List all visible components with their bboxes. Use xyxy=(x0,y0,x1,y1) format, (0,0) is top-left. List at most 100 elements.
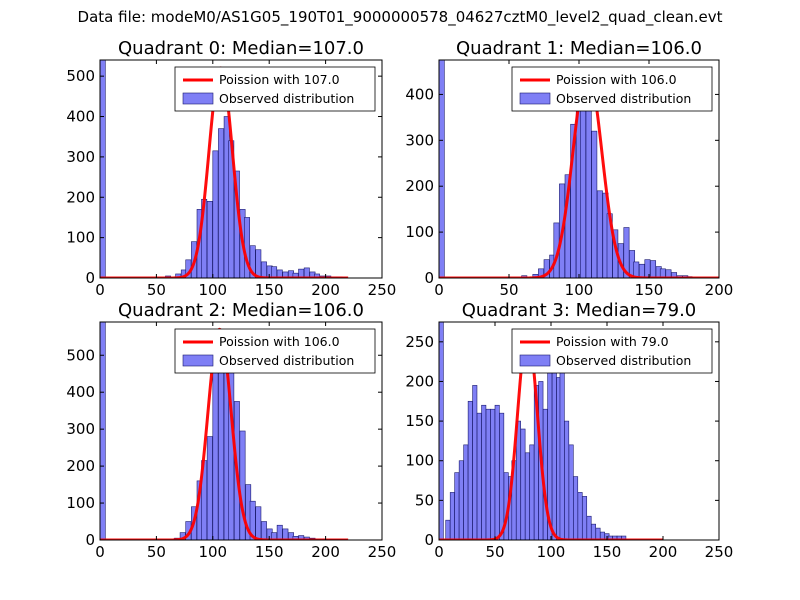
histogram-bar xyxy=(206,436,213,540)
quadrant-title: Quadrant 1: Median=106.0 xyxy=(456,38,702,59)
y-tick-label: 100 xyxy=(66,494,95,512)
y-tick-label: 300 xyxy=(66,420,95,438)
histogram-bar xyxy=(494,404,500,540)
y-tick-label: 200 xyxy=(66,188,95,206)
legend-bar-label: Observed distribution xyxy=(556,353,691,368)
legend-bar-swatch xyxy=(519,92,551,105)
legend: Poission with 106.0 Observed distribution xyxy=(511,66,713,112)
histogram-bar xyxy=(445,519,451,540)
histogram-bar xyxy=(591,130,598,278)
histogram-bar xyxy=(529,444,535,540)
x-tick-label: 250 xyxy=(705,543,734,561)
y-tick-label: 0 xyxy=(85,269,95,287)
x-tick-label: 100 xyxy=(198,543,227,561)
histogram-bar xyxy=(596,190,603,278)
figure-title: Data file: modeM0/AS1G05_190T01_90000005… xyxy=(77,8,723,26)
histogram-bar xyxy=(282,528,289,540)
x-tick-label: 150 xyxy=(635,281,664,299)
quadrant-0-panel: 0 50 100 150 200 250 0 100 200 300 400 500 Quadrant … xyxy=(66,38,396,299)
histogram-bar xyxy=(249,500,256,540)
histogram-bar xyxy=(276,524,283,540)
x-tick-label: 150 xyxy=(255,543,284,561)
histogram-bar xyxy=(524,452,530,540)
quadrant-1-panel: 0 50 100 150 200 0 100 200 300 400 Quadrant 1: Med… xyxy=(405,38,733,299)
legend-bar-swatch xyxy=(519,354,551,367)
axes-frame xyxy=(99,59,383,279)
y-tick-label: 400 xyxy=(405,85,434,103)
histogram-bar xyxy=(261,521,267,540)
y-tick-label: 200 xyxy=(405,372,434,390)
y-tick-label: 100 xyxy=(66,229,95,247)
x-tick-label: 150 xyxy=(255,281,284,299)
x-tick-label: 150 xyxy=(593,543,622,561)
plot-area xyxy=(100,322,349,540)
y-tick-label: 150 xyxy=(405,412,434,430)
y-tick-label: 100 xyxy=(405,452,434,470)
quadrant-title: Quadrant 0: Median=107.0 xyxy=(118,38,364,59)
legend-curve-label: Poission with 79.0 xyxy=(556,334,669,349)
histogram-bar xyxy=(255,249,262,278)
y-tick-label: 300 xyxy=(66,148,95,166)
x-tick-label: 0 xyxy=(434,543,444,561)
histogram-bar xyxy=(439,322,444,540)
y-tick-label: 400 xyxy=(66,108,95,126)
y-tick-label: 0 xyxy=(424,531,434,549)
histogram-bar xyxy=(212,369,219,540)
x-tick-label: 250 xyxy=(368,543,397,561)
quadrant-3-panel: 0 50 100 150 200 250 0 50 100 150 200 250 Quadrant 3… xyxy=(405,300,733,561)
histogram-bar xyxy=(439,60,445,278)
histogram-bar xyxy=(490,408,496,540)
x-tick-label: 50 xyxy=(499,281,518,299)
x-tick-label: 100 xyxy=(565,281,594,299)
histogram-bar xyxy=(595,527,601,540)
histogram-bar xyxy=(303,267,310,278)
y-tick-label: 200 xyxy=(405,177,434,195)
legend-curve-label: Poission with 107.0 xyxy=(219,72,340,87)
x-tick-label: 50 xyxy=(147,281,166,299)
quadrant-2-panel: 0 50 100 150 200 250 0 100 200 300 400 500 Quadrant … xyxy=(66,300,396,561)
histogram-bar xyxy=(218,128,225,278)
histogram-bar xyxy=(481,404,487,540)
y-tick-label: 400 xyxy=(66,383,95,401)
histogram-bar xyxy=(206,200,213,278)
histogram-bar xyxy=(485,408,491,540)
x-tick-label: 200 xyxy=(649,543,678,561)
x-tick-label: 200 xyxy=(705,281,734,299)
histogram-bar xyxy=(261,261,267,278)
x-tick-label: 250 xyxy=(368,281,397,299)
histogram-bar xyxy=(568,444,574,540)
histogram-bar xyxy=(671,272,678,278)
histogram-bar xyxy=(463,444,469,540)
histogram-bar xyxy=(255,506,262,540)
histogram-bar xyxy=(577,492,583,540)
poisson-curve xyxy=(439,330,663,540)
y-tick-label: 100 xyxy=(405,223,434,241)
histogram-bar xyxy=(292,536,299,540)
histogram-bar xyxy=(218,347,225,540)
y-tick-label: 500 xyxy=(66,346,95,364)
x-tick-label: 50 xyxy=(485,543,504,561)
histogram-bar xyxy=(100,322,106,540)
histogram-bar xyxy=(591,523,596,540)
x-tick-label: 50 xyxy=(147,543,166,561)
legend-bar-label: Observed distribution xyxy=(219,353,354,368)
histogram-bar xyxy=(638,263,645,278)
legend-bar-label: Observed distribution xyxy=(219,91,354,106)
histogram-bar xyxy=(249,245,256,278)
axes-frame xyxy=(99,321,383,541)
histogram-bar xyxy=(559,357,565,540)
x-tick-label: 200 xyxy=(311,281,340,299)
histogram-bar xyxy=(551,357,557,540)
histogram-bar xyxy=(212,150,219,278)
axes-frame xyxy=(438,321,720,541)
quadrant-title: Quadrant 2: Median=106.0 xyxy=(118,300,364,321)
legend: Poission with 106.0 Observed distribution xyxy=(174,328,376,374)
quadrant-title: Quadrant 3: Median=79.0 xyxy=(462,300,697,321)
histogram-bar xyxy=(573,476,579,540)
legend-bar-swatch xyxy=(182,354,214,367)
y-tick-label: 50 xyxy=(415,491,434,509)
y-tick-label: 0 xyxy=(85,531,95,549)
histogram-bar xyxy=(650,260,657,278)
histogram-bar xyxy=(520,428,526,540)
